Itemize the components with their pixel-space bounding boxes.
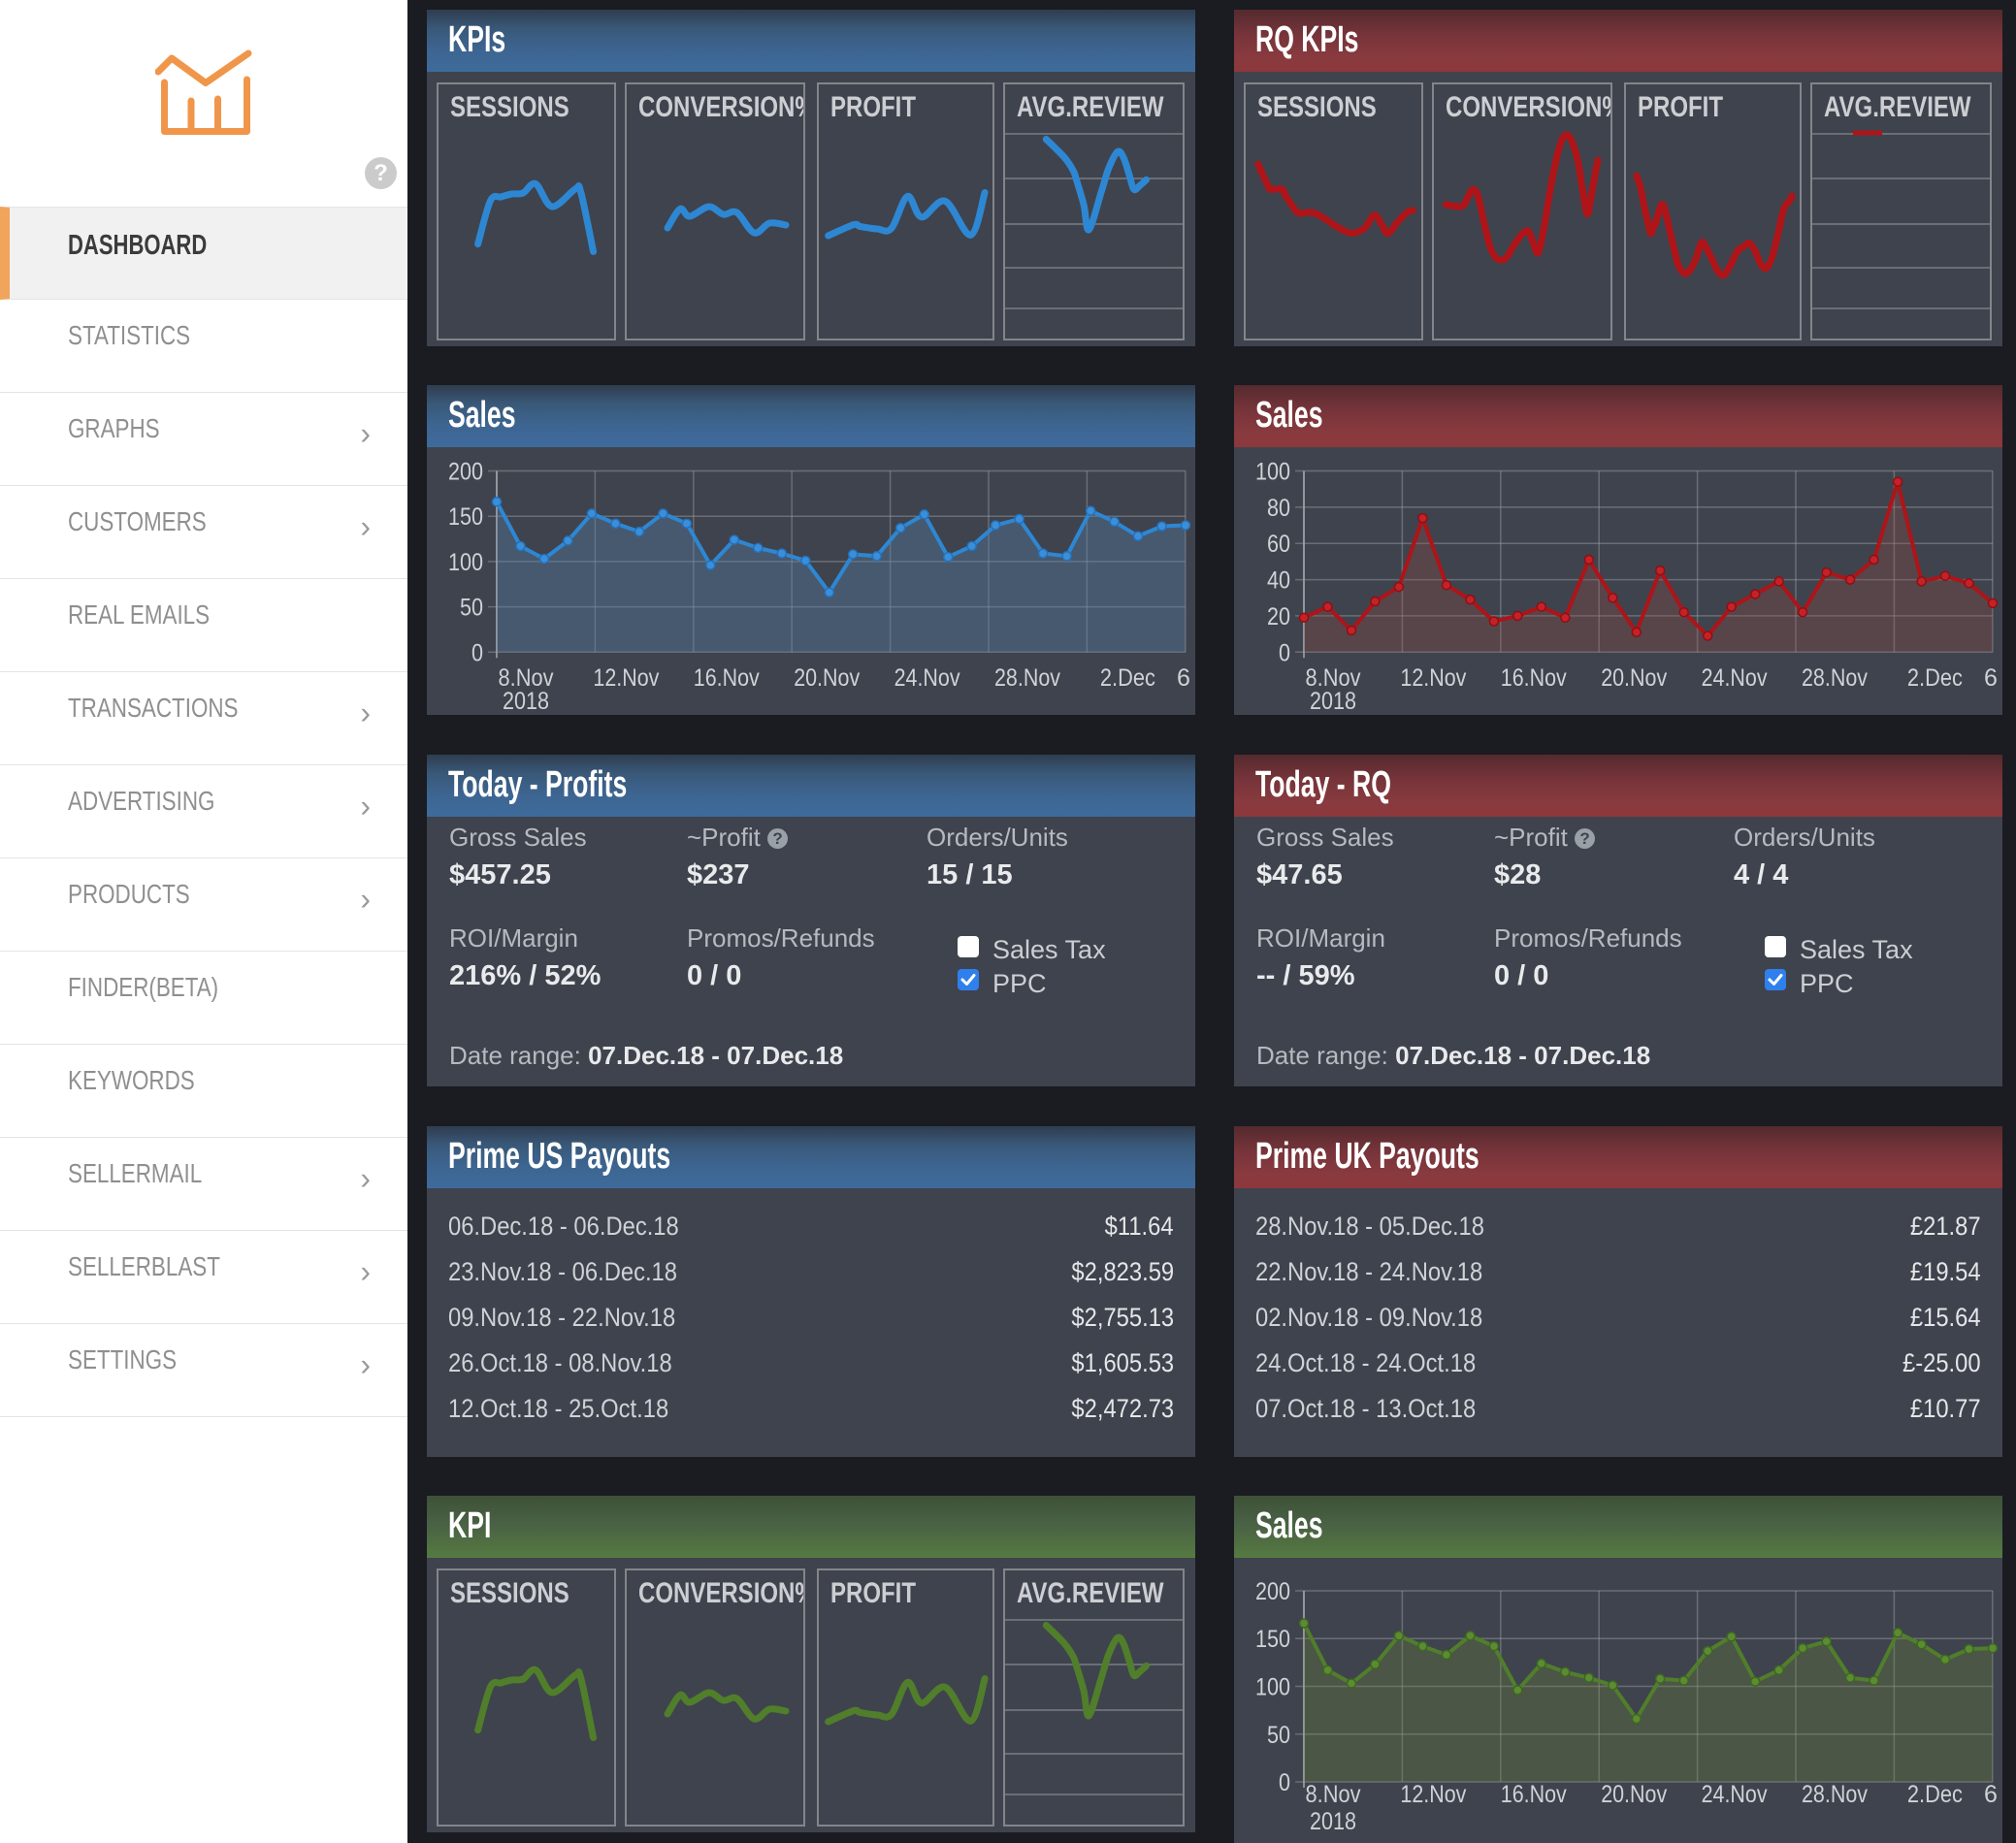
svg-text:20.Nov: 20.Nov (794, 664, 860, 692)
svg-text:100: 100 (448, 549, 483, 576)
svg-text:12.Nov: 12.Nov (1400, 1781, 1466, 1808)
svg-text:100: 100 (1255, 1674, 1290, 1701)
svg-text:16.Nov: 16.Nov (1501, 664, 1567, 692)
svg-text:20.Nov: 20.Nov (1601, 1781, 1667, 1808)
svg-text:20.Nov: 20.Nov (1601, 664, 1667, 692)
svg-text:12.Nov: 12.Nov (593, 664, 659, 692)
svg-text:2.Dec: 2.Dec (1100, 664, 1155, 692)
svg-text:24.Nov: 24.Nov (1702, 664, 1768, 692)
svg-text:60: 60 (1267, 531, 1290, 558)
svg-text:40: 40 (1267, 567, 1290, 595)
svg-text:150: 150 (448, 503, 483, 531)
svg-text:50: 50 (460, 595, 483, 622)
svg-text:20: 20 (1267, 603, 1290, 630)
svg-text:2018: 2018 (503, 688, 549, 715)
svg-text:0: 0 (1279, 1769, 1290, 1796)
svg-text:28.Nov: 28.Nov (994, 664, 1060, 692)
svg-text:2.Dec: 2.Dec (1907, 664, 1963, 692)
svg-text:6: 6 (1177, 664, 1190, 692)
svg-text:24.Nov: 24.Nov (1702, 1781, 1768, 1808)
svg-text:6: 6 (1984, 1781, 1998, 1808)
svg-text:80: 80 (1267, 495, 1290, 522)
svg-text:50: 50 (1267, 1722, 1290, 1749)
svg-text:8.Nov: 8.Nov (1306, 664, 1361, 692)
svg-text:0: 0 (1279, 639, 1290, 666)
svg-text:2018: 2018 (1310, 688, 1356, 715)
svg-text:200: 200 (448, 459, 483, 486)
svg-text:16.Nov: 16.Nov (1501, 1781, 1567, 1808)
svg-text:6: 6 (1984, 664, 1998, 692)
svg-text:150: 150 (1255, 1626, 1290, 1653)
svg-text:200: 200 (1255, 1578, 1290, 1605)
svg-text:0: 0 (471, 639, 483, 666)
svg-text:12.Nov: 12.Nov (1400, 664, 1466, 692)
svg-text:2.Dec: 2.Dec (1907, 1781, 1963, 1808)
svg-text:28.Nov: 28.Nov (1802, 1781, 1868, 1808)
svg-text:8.Nov: 8.Nov (1306, 1781, 1361, 1808)
svg-text:8.Nov: 8.Nov (499, 664, 554, 692)
svg-text:100: 100 (1255, 459, 1290, 486)
svg-text:16.Nov: 16.Nov (694, 664, 760, 692)
svg-text:2018: 2018 (1310, 1808, 1356, 1835)
svg-text:28.Nov: 28.Nov (1802, 664, 1868, 692)
svg-text:24.Nov: 24.Nov (894, 664, 960, 692)
